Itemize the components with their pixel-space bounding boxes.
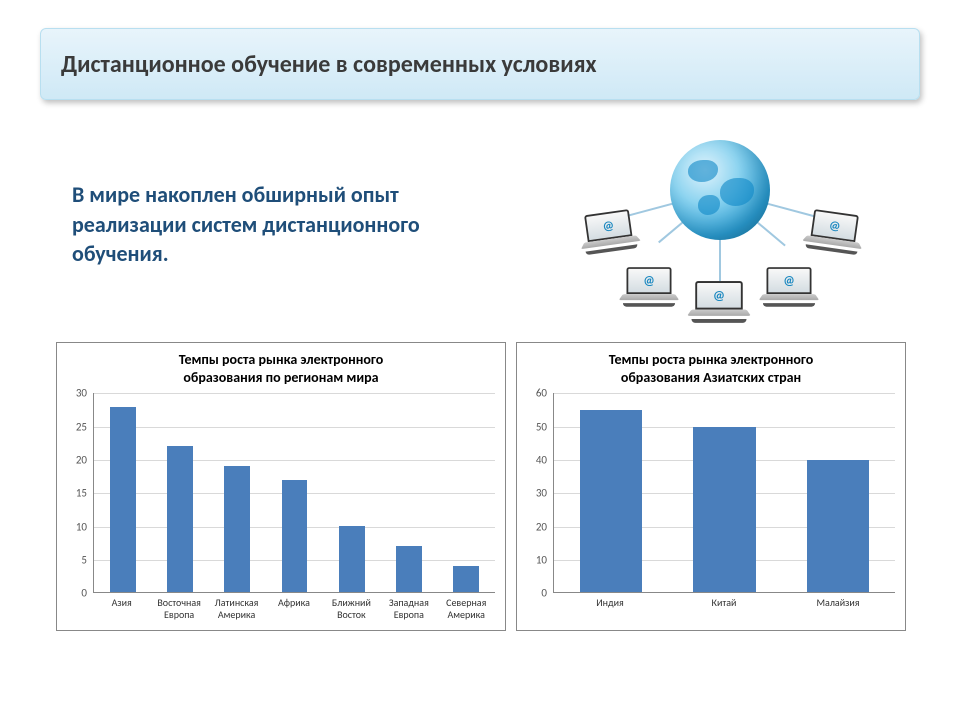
x-labels: АзияВосточнаяЕвропаЛатинскаяАмерикаАфрик… <box>93 593 495 620</box>
y-tick: 50 <box>536 420 553 433</box>
y-tick: 0 <box>81 587 93 600</box>
bar-slot <box>323 393 380 592</box>
y-tick: 10 <box>76 520 93 533</box>
y-tick: 30 <box>536 487 553 500</box>
page-title: Дистанционное обучение в современных усл… <box>61 50 597 79</box>
bar-slot <box>380 393 437 592</box>
y-tick: 0 <box>541 587 553 600</box>
x-label: Индия <box>553 593 667 609</box>
plot-area: 051015202530 <box>93 393 495 593</box>
x-label: ВосточнаяЕвропа <box>150 593 207 620</box>
x-label: Африка <box>265 593 322 620</box>
chart-regions: Темпы роста рынка электронногообразовани… <box>56 342 506 631</box>
y-tick: 5 <box>81 554 93 567</box>
bars <box>94 393 495 592</box>
y-tick: 25 <box>76 420 93 433</box>
x-label: СевернаяАмерика <box>438 593 495 620</box>
bar <box>693 427 756 593</box>
x-label: Малайзия <box>781 593 895 609</box>
y-tick: 20 <box>76 454 93 467</box>
y-tick: 20 <box>536 520 553 533</box>
bar-slot <box>554 393 668 592</box>
chart-asia: Темпы роста рынка электронногообразовани… <box>516 342 906 631</box>
y-tick: 15 <box>76 487 93 500</box>
laptop-icon <box>691 281 746 321</box>
globe-icon <box>670 140 770 240</box>
bar-slot <box>438 393 495 592</box>
bar-slot <box>781 393 895 592</box>
y-tick: 30 <box>76 387 93 400</box>
laptop-icon <box>581 209 638 254</box>
laptop-icon <box>763 267 815 305</box>
laptop-icon <box>623 267 675 305</box>
x-label: ЛатинскаяАмерика <box>208 593 265 620</box>
bar <box>580 410 643 592</box>
bar <box>339 526 365 592</box>
bar <box>110 407 136 593</box>
header-bar: Дистанционное обучение в современных усл… <box>40 28 920 100</box>
bar-slot <box>94 393 151 592</box>
bar <box>807 460 870 593</box>
bar <box>396 546 422 592</box>
bar <box>224 466 250 592</box>
bar-slot <box>668 393 782 592</box>
laptop-icon <box>806 209 863 254</box>
bar <box>167 446 193 592</box>
y-tick: 40 <box>536 454 553 467</box>
x-labels: ИндияКитайМалайзия <box>553 593 895 609</box>
chart-title: Темпы роста рынка электронногообразовани… <box>517 351 905 393</box>
plot-area: 0102030405060 <box>553 393 895 593</box>
bar <box>453 566 479 593</box>
intro-block: В мире накоплен обширный опыт реализации… <box>72 180 502 269</box>
x-label: БлижнийВосток <box>323 593 380 620</box>
bar <box>282 480 308 593</box>
charts-row: Темпы роста рынка электронногообразовани… <box>56 342 906 631</box>
y-tick: 60 <box>536 387 553 400</box>
x-label: Азия <box>93 593 150 620</box>
globe-illustration <box>560 140 880 320</box>
bar-slot <box>209 393 266 592</box>
x-label: ЗападнаяЕвропа <box>380 593 437 620</box>
bar-slot <box>266 393 323 592</box>
intro-text: В мире накоплен обширный опыт реализации… <box>72 180 502 269</box>
chart-title: Темпы роста рынка электронногообразовани… <box>57 351 505 393</box>
y-tick: 10 <box>536 554 553 567</box>
bars <box>554 393 895 592</box>
bar-slot <box>151 393 208 592</box>
x-label: Китай <box>667 593 781 609</box>
